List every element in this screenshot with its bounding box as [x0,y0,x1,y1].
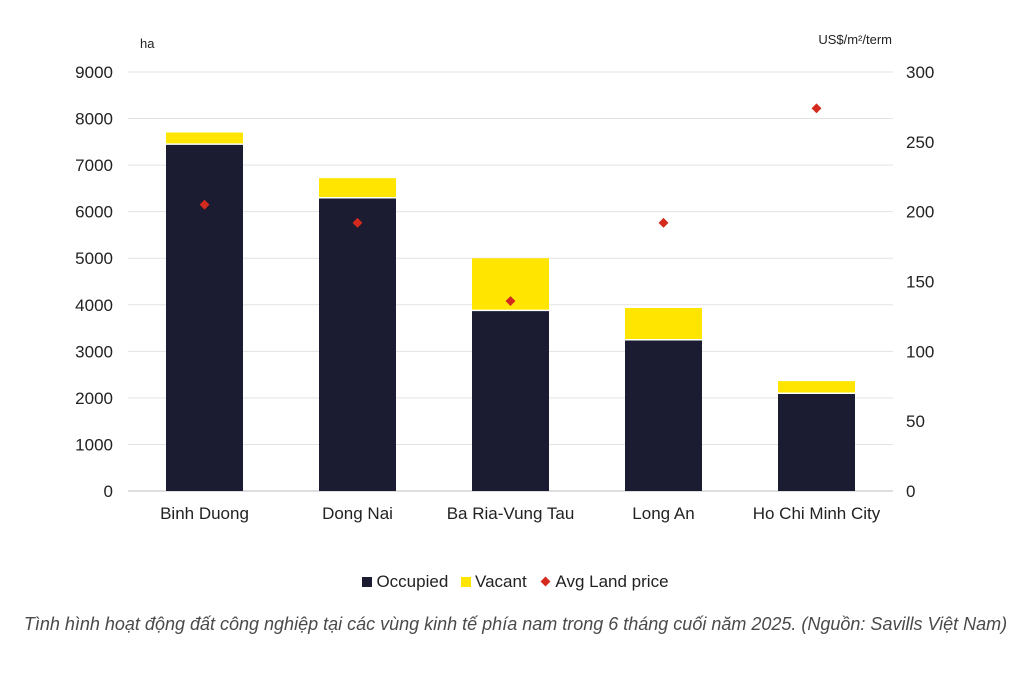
y-right-tick-label: 300 [906,63,934,82]
y-left-tick-label: 6000 [75,203,113,222]
price-points [199,103,822,307]
legend-item-vacant: Vacant [461,572,527,592]
price-point [352,217,363,228]
y-left-tick-label: 7000 [75,156,113,175]
y-left-tick-label: 5000 [75,249,113,268]
y-left-tick-label: 2000 [75,389,113,408]
price-point [811,103,822,114]
figure-caption: Tình hình hoạt động đất công nghiệp tại … [23,614,1008,634]
bar-vacant [319,178,396,198]
y-right-tick-label: 250 [906,133,934,152]
vacant-swatch [461,577,472,587]
legend-item-occupied: Occupied [362,572,448,592]
x-tick-label: Long An [632,504,694,523]
y-left-tick-label: 3000 [75,342,113,361]
x-tick-label: Ba Ria-Vung Tau [447,504,575,523]
legend-label-vacant: Vacant [475,572,527,591]
y-right-tick-label: 150 [906,273,934,292]
x-tick-label: Ho Chi Minh City [753,504,881,523]
bar-occupied [319,197,396,491]
legend-item-price: Avg Land price [539,572,669,592]
price-point [658,217,669,228]
legend-label-occupied: Occupied [376,572,449,591]
bar-occupied [778,393,855,491]
y-right-tick-label: 0 [906,482,915,501]
occupied-swatch [362,577,373,587]
diamond-icon [540,576,551,587]
legend: Occupied Vacant Avg Land price [0,572,1031,592]
y-right-axis-label: US$/m²/term [818,32,892,47]
bar-occupied [166,144,243,491]
legend-label-price: Avg Land price [555,572,669,591]
y-left-tick-label: 0 [104,482,113,501]
axis-labels: 0 1000 2000 3000 4000 5000 6000 7000 8000 9000 0 50… [75,32,934,523]
x-tick-label: Dong Nai [322,504,393,523]
price-point [199,199,210,210]
y-left-tick-label: 1000 [75,435,113,454]
y-left-tick-label: 4000 [75,296,113,315]
y-left-tick-label: 8000 [75,110,113,129]
bar-vacant [166,132,243,145]
y-left-tick-label: 9000 [75,63,113,82]
y-right-tick-label: 50 [906,412,925,431]
price-point [505,296,516,307]
bars [166,132,855,491]
bar-occupied [625,339,702,491]
bar-vacant [778,381,855,394]
y-right-tick-label: 100 [906,342,934,361]
chart: 0 1000 2000 3000 4000 5000 6000 7000 8000 9000 0 50… [75,32,934,523]
x-tick-label: Binh Duong [160,504,249,523]
y-left-axis-label: ha [140,36,155,51]
y-right-tick-label: 200 [906,203,934,222]
bar-vacant [625,308,702,340]
bar-occupied [472,310,549,491]
